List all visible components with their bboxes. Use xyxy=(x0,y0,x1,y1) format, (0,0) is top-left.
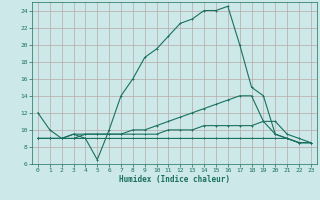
X-axis label: Humidex (Indice chaleur): Humidex (Indice chaleur) xyxy=(119,175,230,184)
